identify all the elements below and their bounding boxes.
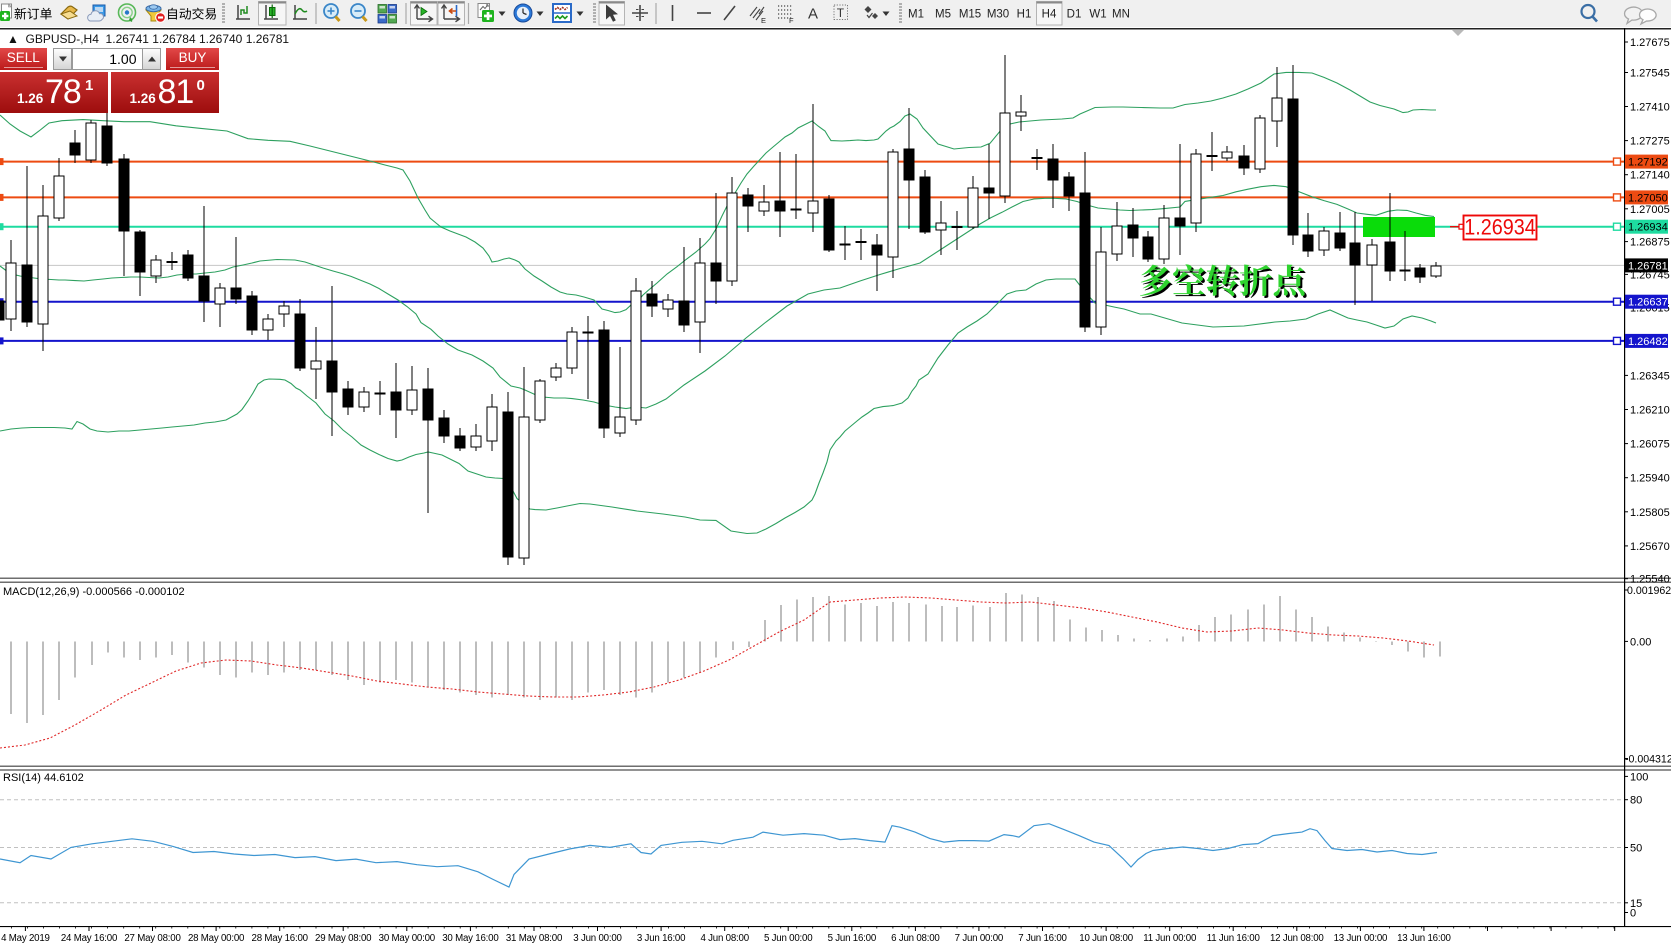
svg-text:6 Jun 08:00: 6 Jun 08:00: [891, 933, 940, 944]
svg-text:W1: W1: [1089, 9, 1106, 21]
svg-text:MACD(12,26,9) -0.000566 -0.000: MACD(12,26,9) -0.000566 -0.000102: [3, 586, 185, 598]
svg-text:13 Jun 00:00: 13 Jun 00:00: [1334, 933, 1388, 944]
svg-text:1.26934: 1.26934: [1464, 215, 1536, 239]
svg-text:M1: M1: [908, 9, 924, 21]
svg-text:T: T: [837, 6, 845, 20]
svg-text:1.25670: 1.25670: [1630, 541, 1670, 553]
svg-text:1.27140: 1.27140: [1630, 170, 1670, 182]
svg-text:0.001962: 0.001962: [1627, 585, 1671, 597]
svg-text:15: 15: [1630, 898, 1642, 910]
svg-text:1.27275: 1.27275: [1630, 136, 1670, 148]
svg-text:1.25805: 1.25805: [1630, 507, 1670, 519]
svg-text:50: 50: [1630, 843, 1642, 855]
svg-text:M5: M5: [935, 9, 951, 21]
svg-text:1.27005: 1.27005: [1630, 204, 1670, 216]
svg-text:13 Jun 16:00: 13 Jun 16:00: [1397, 933, 1451, 944]
svg-text:24 May 16:00: 24 May 16:00: [61, 933, 118, 944]
svg-text:11 Jun 00:00: 11 Jun 00:00: [1143, 933, 1197, 944]
svg-text:28 May 00:00: 28 May 00:00: [188, 933, 245, 944]
svg-text:1.26934: 1.26934: [1628, 222, 1668, 234]
svg-text:27 May 08:00: 27 May 08:00: [124, 933, 181, 944]
svg-text:1.26482: 1.26482: [1628, 336, 1668, 348]
svg-text:30 May 16:00: 30 May 16:00: [442, 933, 499, 944]
svg-text:1.27050: 1.27050: [1628, 192, 1668, 204]
svg-text:M15: M15: [959, 9, 981, 21]
svg-text:80: 80: [1630, 795, 1642, 807]
svg-text:4 Jun 08:00: 4 Jun 08:00: [700, 933, 749, 944]
svg-text:29 May 08:00: 29 May 08:00: [315, 933, 372, 944]
svg-text:0.00: 0.00: [1630, 636, 1651, 648]
svg-text:1.27192: 1.27192: [1628, 157, 1668, 169]
svg-text:-0.004312: -0.004312: [1625, 754, 1671, 766]
svg-text:H1: H1: [1017, 9, 1032, 21]
svg-text:3 Jun 00:00: 3 Jun 00:00: [573, 933, 622, 944]
svg-text:1.26210: 1.26210: [1630, 405, 1670, 417]
svg-text:1.26637: 1.26637: [1628, 297, 1668, 309]
svg-text:MN: MN: [1112, 9, 1130, 21]
svg-text:A: A: [808, 6, 818, 23]
svg-text:E: E: [761, 16, 766, 25]
svg-text:11 Jun 16:00: 11 Jun 16:00: [1207, 933, 1261, 944]
svg-text:F: F: [789, 16, 794, 25]
svg-text:1.26345: 1.26345: [1630, 370, 1670, 382]
svg-text:30 May 00:00: 30 May 00:00: [379, 933, 436, 944]
svg-text:H4: H4: [1042, 9, 1057, 21]
svg-text:1.26875: 1.26875: [1630, 237, 1670, 249]
svg-text:10 Jun 08:00: 10 Jun 08:00: [1079, 933, 1133, 944]
svg-text:7 Jun 00:00: 7 Jun 00:00: [955, 933, 1004, 944]
svg-text:1.26075: 1.26075: [1630, 439, 1670, 451]
svg-text:31 May 08:00: 31 May 08:00: [506, 933, 563, 944]
svg-text:28 May 16:00: 28 May 16:00: [252, 933, 309, 944]
svg-text:0: 0: [1630, 908, 1636, 920]
svg-text:1.27545: 1.27545: [1630, 68, 1670, 80]
svg-text:RSI(14) 44.6102: RSI(14) 44.6102: [3, 772, 84, 784]
svg-text:5 Jun 16:00: 5 Jun 16:00: [828, 933, 877, 944]
svg-text:5 Jun 00:00: 5 Jun 00:00: [764, 933, 813, 944]
svg-text:1.27410: 1.27410: [1630, 102, 1670, 114]
svg-text:3 Jun 16:00: 3 Jun 16:00: [637, 933, 686, 944]
svg-text:12 Jun 08:00: 12 Jun 08:00: [1270, 933, 1324, 944]
svg-text:M30: M30: [987, 9, 1009, 21]
svg-text:1.27675: 1.27675: [1630, 37, 1670, 49]
svg-text:1.26781: 1.26781: [1628, 260, 1668, 272]
svg-text:1.25540: 1.25540: [1630, 574, 1670, 586]
svg-text:100: 100: [1630, 771, 1648, 783]
svg-text:7 Jun 16:00: 7 Jun 16:00: [1018, 933, 1067, 944]
svg-text:1.25940: 1.25940: [1630, 473, 1670, 485]
svg-text:D1: D1: [1067, 9, 1082, 21]
svg-text:4 May 2019: 4 May 2019: [1, 933, 50, 944]
